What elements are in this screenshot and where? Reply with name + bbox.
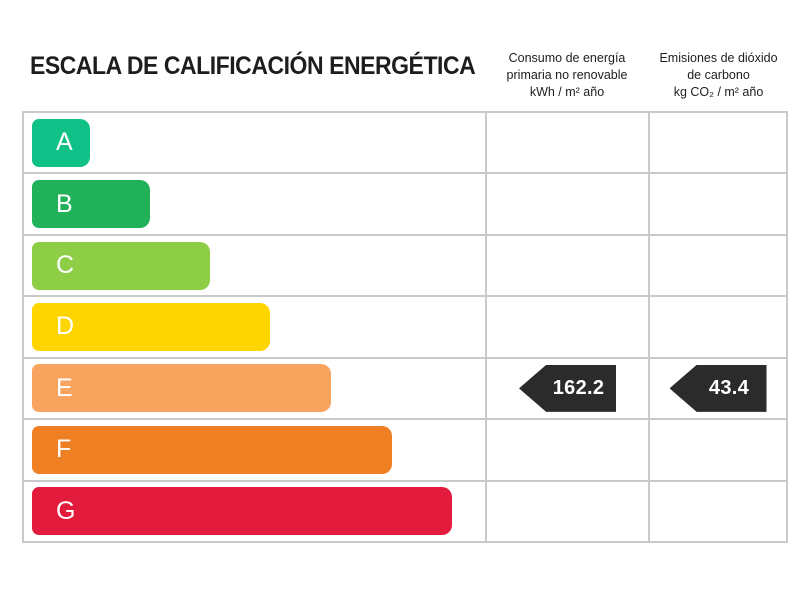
rating-row-e: E 162.2 43.4 bbox=[24, 356, 786, 419]
scale-cell-f: F bbox=[24, 420, 485, 479]
rating-row-a: A bbox=[24, 113, 786, 173]
rating-row-g: G bbox=[24, 479, 786, 541]
consumption-cell-e: 162.2 bbox=[485, 358, 648, 419]
scale-cell-b: B bbox=[24, 174, 485, 233]
scale-cell-e: E bbox=[24, 359, 485, 418]
rating-row-b: B bbox=[24, 172, 786, 234]
rating-bar-a: A bbox=[32, 118, 90, 167]
emissions-cell-d bbox=[648, 297, 786, 357]
scale-cell-a: A bbox=[24, 113, 485, 172]
consumption-header-line1: Consumo de energía bbox=[508, 51, 626, 65]
consumption-cell-a bbox=[485, 113, 648, 173]
consumption-header-line2: primaria no renovable bbox=[506, 68, 628, 82]
rating-row-f: F bbox=[24, 418, 786, 480]
rating-row-d: D bbox=[24, 295, 786, 357]
rating-bar-d: D bbox=[32, 302, 270, 351]
rating-letter-b: B bbox=[56, 189, 73, 218]
rating-table: A B C bbox=[22, 111, 788, 543]
rating-letter-e: E bbox=[56, 373, 73, 402]
rating-letter-c: C bbox=[56, 251, 75, 280]
consumption-cell-b bbox=[485, 174, 648, 234]
rating-letter-d: D bbox=[56, 312, 75, 341]
emissions-cell-f bbox=[648, 420, 786, 480]
consumption-value: 162.2 bbox=[552, 376, 605, 399]
consumption-header-units: kWh / m² año bbox=[529, 85, 605, 99]
emissions-header-line2: de carbono bbox=[687, 68, 750, 82]
consumption-arrow-badge: 162.2 bbox=[519, 364, 616, 412]
emissions-cell-b bbox=[648, 174, 786, 234]
rating-row-c: C bbox=[24, 233, 786, 296]
rating-letter-g: G bbox=[56, 496, 76, 525]
scale-cell-c: C bbox=[24, 236, 485, 295]
emissions-cell-a bbox=[648, 113, 786, 173]
consumption-cell-c bbox=[485, 235, 648, 296]
rating-bar-b: B bbox=[32, 180, 150, 229]
scale-cell-g: G bbox=[24, 482, 485, 541]
rating-bar-f: F bbox=[32, 425, 392, 474]
consumption-cell-d bbox=[485, 297, 648, 357]
rating-bar-c: C bbox=[32, 241, 210, 290]
emissions-cell-c bbox=[648, 235, 786, 296]
consumption-cell-f bbox=[485, 420, 648, 480]
emissions-cell-e: 43.4 bbox=[648, 358, 786, 419]
emissions-header-line1: Emisiones de dióxido bbox=[659, 51, 778, 65]
emissions-value: 43.4 bbox=[708, 376, 750, 399]
rating-bar-e: E bbox=[32, 364, 331, 413]
emissions-header-units: kg CO₂ / m² año bbox=[673, 85, 764, 99]
rating-bar-g: G bbox=[32, 487, 452, 536]
emissions-cell-g bbox=[648, 481, 786, 541]
rating-letter-f: F bbox=[56, 435, 72, 464]
consumption-cell-g bbox=[485, 481, 648, 541]
emissions-column-header: Emisiones de dióxido de carbono kg CO₂ /… bbox=[649, 50, 788, 101]
consumption-column-header: Consumo de energía primaria no renovable… bbox=[485, 50, 649, 101]
emissions-arrow-badge: 43.4 bbox=[669, 364, 767, 412]
page-title: ESCALA DE CALIFICACIÓN ENERGÉTICA bbox=[30, 52, 476, 80]
rating-letter-a: A bbox=[56, 128, 73, 157]
scale-cell-d: D bbox=[24, 297, 485, 356]
